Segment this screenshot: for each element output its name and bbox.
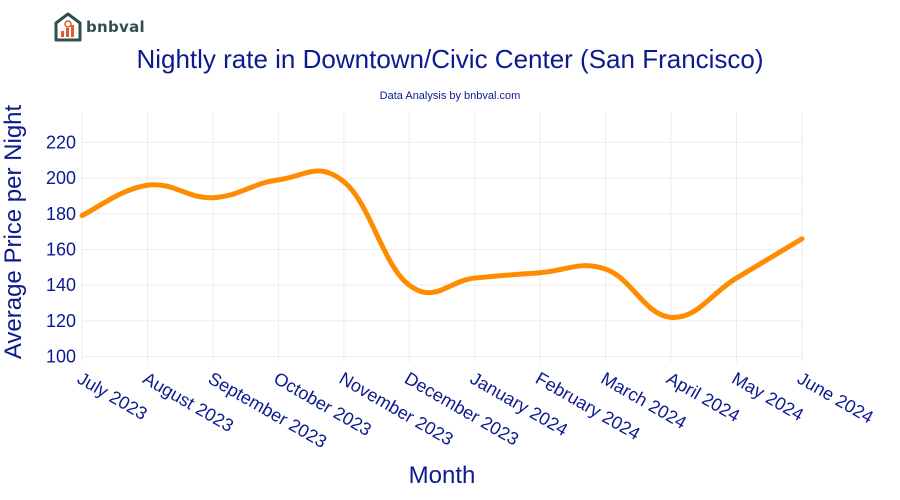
house-chart-icon [54,12,82,42]
x-tick-label: December 2023 [401,368,522,449]
grid-lines [81,112,803,362]
y-tick-label: 100 [46,347,76,367]
y-tick-label: 180 [46,204,76,224]
y-tick-labels: 100 120 140 160 180 200 220 [46,132,76,366]
x-tick-label: July 2023 [74,368,151,424]
chart-subtitle: Data Analysis by bnbval.com [379,90,521,102]
series-line [79,168,805,320]
brand-name: bnbval [86,18,145,36]
y-tick-label: 120 [46,311,76,331]
x-axis-label: Month [409,462,476,489]
y-tick-label: 140 [46,275,76,295]
x-tick-label: May 2024 [729,368,807,425]
x-tick-label: June 2024 [794,368,877,427]
y-tick-label: 220 [46,132,76,152]
x-tick-label: November 2023 [336,368,457,449]
chart-title: Nightly rate in Downtown/Civic Center (S… [136,44,764,74]
y-tick-label: 160 [46,240,76,260]
y-tick-label: 200 [46,168,76,188]
brand-logo: bnbval [54,12,145,42]
y-axis-label: Average Price per Night [0,104,27,359]
